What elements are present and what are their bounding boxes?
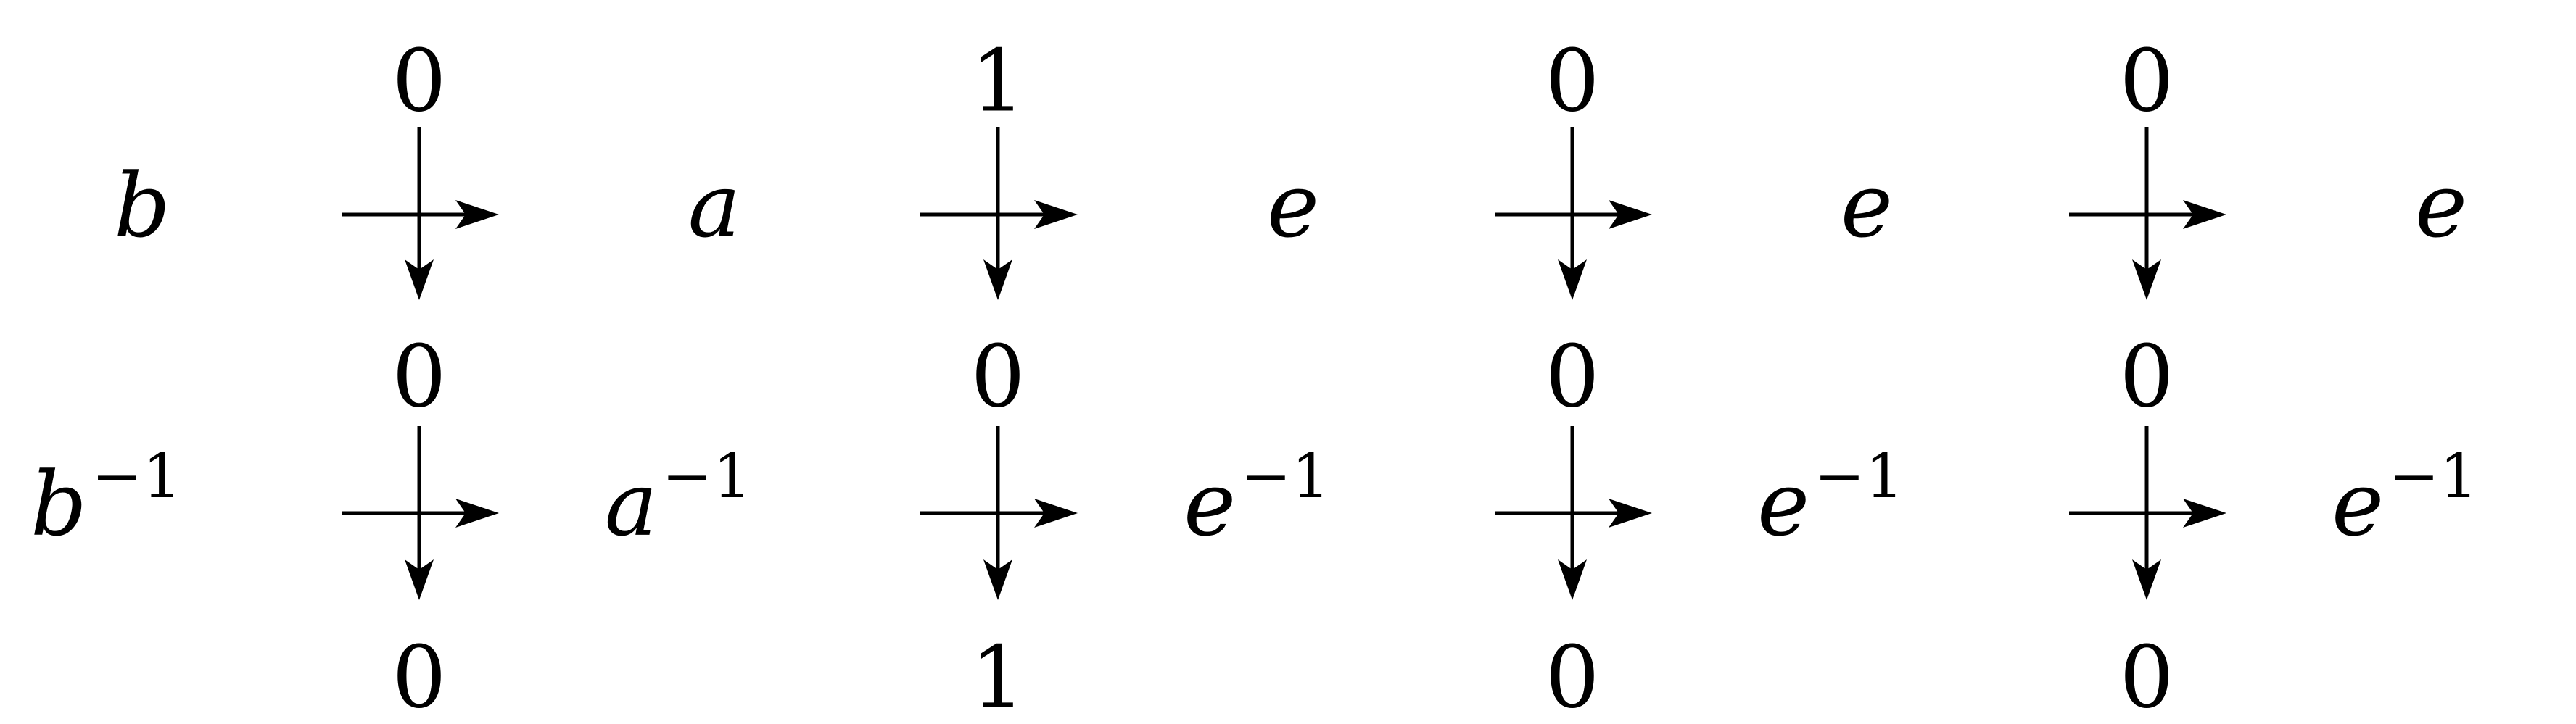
variable-label: e — [2415, 154, 2467, 257]
variable-exponent: −1 — [1240, 441, 1330, 512]
variable-exponent: −1 — [2388, 441, 2478, 512]
horizontal-arrowhead — [2183, 499, 2226, 528]
crossing: 10 — [920, 31, 1078, 427]
vertical-arrowhead — [1558, 559, 1587, 600]
crossing: 0 — [1495, 426, 1652, 724]
horizontal-arrowhead — [2183, 200, 2226, 229]
crossing-top-number: 0 — [392, 31, 446, 131]
variable-exponent: −1 — [91, 441, 181, 512]
crossing-bottom-number: 0 — [1545, 327, 1599, 427]
diagram-row-2: b−1 a−1 e−1 e−1 e−1 0 1 0 0 — [30, 426, 2478, 724]
crossing-bottom-number: 0 — [2119, 628, 2174, 724]
horizontal-arrowhead — [1034, 200, 1078, 229]
crossing-top-number: 1 — [970, 31, 1025, 131]
horizontal-arrowhead — [1609, 200, 1652, 229]
horizontal-arrowhead — [455, 499, 499, 528]
crossing: 0 — [2069, 426, 2226, 724]
crossing-bottom-number: 0 — [1545, 628, 1599, 724]
crossing: 1 — [920, 426, 1078, 724]
variable-exponent: −1 — [661, 441, 751, 512]
variable-label: a — [688, 154, 741, 257]
variable-label: b−1 — [30, 441, 181, 556]
vertical-arrowhead — [983, 259, 1012, 300]
variable-label: e — [1841, 154, 1893, 257]
vertical-arrowhead — [2132, 559, 2161, 600]
variable-label: b — [114, 154, 170, 257]
vertical-arrowhead — [405, 559, 434, 600]
crossing: 00 — [342, 31, 499, 427]
crossing-top-number: 0 — [2119, 31, 2174, 131]
variable-label: a−1 — [605, 441, 752, 556]
crossing-bottom-number: 0 — [970, 327, 1025, 427]
vertical-arrowhead — [405, 259, 434, 300]
crossing-bottom-number: 1 — [970, 628, 1025, 724]
variable-label: e−1 — [2332, 441, 2478, 556]
horizontal-arrowhead — [1034, 499, 1078, 528]
crossing-bottom-number: 0 — [2119, 327, 2174, 427]
horizontal-arrowhead — [455, 200, 499, 229]
vertical-arrowhead — [983, 559, 1012, 600]
crossing: 0 — [342, 426, 499, 724]
variable-label: e — [1267, 154, 1319, 257]
crossing: 00 — [2069, 31, 2226, 427]
vertical-arrowhead — [2132, 259, 2161, 300]
variable-label: e−1 — [1757, 441, 1904, 556]
crossing-bottom-number: 0 — [392, 327, 446, 427]
crossing-bottom-number: 0 — [392, 628, 446, 724]
crossing: 00 — [1495, 31, 1652, 427]
variable-label: e−1 — [1184, 441, 1330, 556]
horizontal-arrowhead — [1609, 499, 1652, 528]
vertical-arrowhead — [1558, 259, 1587, 300]
variable-exponent: −1 — [1814, 441, 1904, 512]
crossing-top-number: 0 — [1545, 31, 1599, 131]
